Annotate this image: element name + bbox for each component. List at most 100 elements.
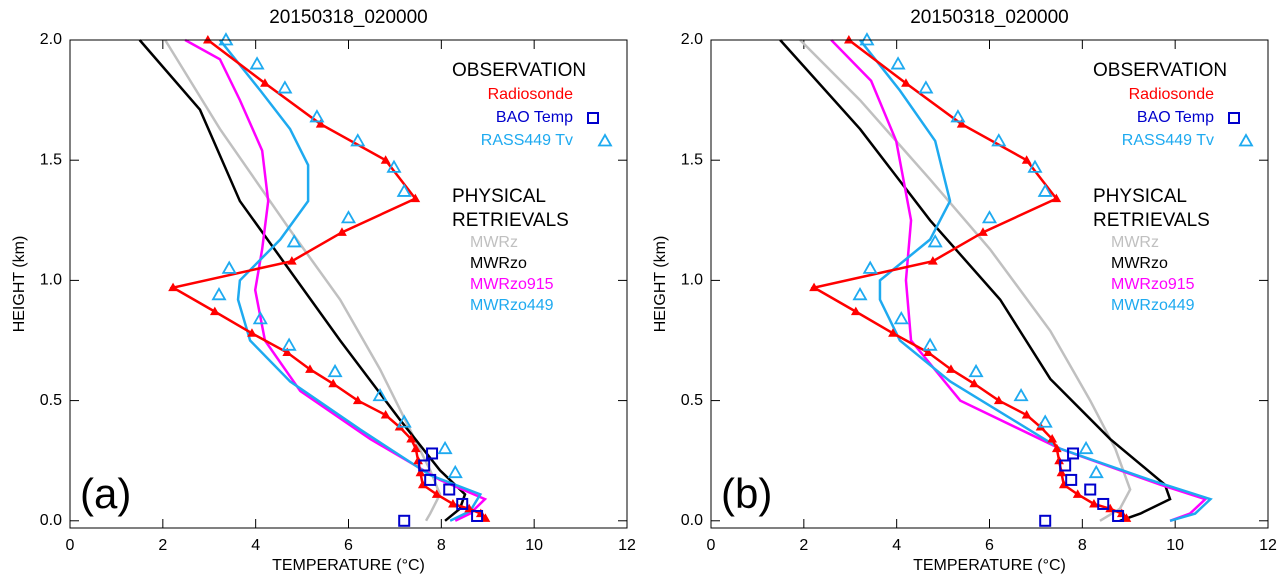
triangle-marker bbox=[852, 287, 868, 301]
series-line bbox=[859, 39, 1213, 522]
panel-label: (b) bbox=[721, 470, 772, 517]
legend-entry: MWRz bbox=[1111, 234, 1159, 251]
legend-entry: RASS449 Tv bbox=[1121, 132, 1214, 149]
triangle-marker bbox=[862, 260, 878, 274]
triangle-marker bbox=[448, 498, 458, 508]
chart-title: 20150318_020000 bbox=[269, 7, 428, 28]
series-line bbox=[184, 38, 488, 522]
x-tick-label: 4 bbox=[251, 537, 260, 554]
triangle-marker bbox=[327, 363, 343, 378]
triangle-marker bbox=[396, 183, 412, 197]
triangle-marker bbox=[305, 364, 315, 373]
triangle-marker bbox=[252, 311, 268, 325]
triangle-marker bbox=[282, 347, 293, 357]
square-marker bbox=[1097, 497, 1110, 510]
triangle-marker bbox=[1238, 133, 1254, 147]
legend-entry: MWRz bbox=[470, 234, 518, 251]
square-marker bbox=[398, 514, 411, 527]
triangle-marker bbox=[993, 395, 1004, 405]
plot-frame bbox=[710, 39, 1269, 529]
triangle-marker bbox=[380, 155, 391, 164]
square-marker bbox=[1067, 447, 1080, 460]
legend-entry: BAO Temp bbox=[495, 109, 573, 126]
triangle-marker bbox=[218, 32, 234, 46]
legend-heading: OBSERVATION bbox=[1093, 60, 1228, 81]
triangle-marker bbox=[888, 328, 898, 337]
triangle-marker bbox=[249, 56, 265, 70]
triangle-marker bbox=[447, 464, 463, 479]
triangle-marker bbox=[850, 306, 861, 316]
x-tick-label: 12 bbox=[618, 537, 636, 554]
x-tick-label: 0 bbox=[707, 537, 716, 554]
triangle-marker bbox=[372, 387, 388, 402]
square-marker bbox=[426, 447, 439, 460]
triangle-marker bbox=[287, 256, 297, 265]
triangle-marker bbox=[277, 80, 293, 94]
legend-entry: Radiosonde bbox=[487, 86, 573, 103]
triangle-marker bbox=[315, 119, 326, 128]
series-line bbox=[138, 39, 467, 522]
series-line bbox=[164, 39, 442, 522]
legend-entry: MWRzo449 bbox=[470, 297, 554, 314]
x-tick-label: 12 bbox=[1259, 537, 1277, 554]
triangle-marker bbox=[1047, 434, 1058, 443]
square-marker bbox=[1228, 112, 1240, 124]
y-tick-label: 1.0 bbox=[40, 272, 62, 289]
x-tick-label: 8 bbox=[437, 537, 446, 554]
triangle-marker bbox=[950, 109, 966, 123]
y-axis-label: HEIGHT (km) bbox=[11, 236, 28, 333]
triangle-marker bbox=[260, 78, 270, 87]
square-marker bbox=[1112, 509, 1125, 522]
y-tick-label: 1.5 bbox=[40, 151, 62, 168]
triangle-marker bbox=[380, 410, 391, 419]
triangle-marker bbox=[597, 133, 613, 147]
y-tick-label: 0.0 bbox=[40, 512, 62, 529]
y-tick-label: 0.5 bbox=[40, 392, 62, 409]
triangle-marker bbox=[1037, 183, 1053, 197]
x-tick-label: 6 bbox=[985, 537, 994, 554]
triangle-marker bbox=[281, 337, 297, 351]
triangle-marker bbox=[1027, 159, 1043, 173]
triangle-marker bbox=[340, 210, 357, 224]
triangle-marker bbox=[437, 440, 453, 455]
legend-heading: PHYSICAL RETRIEVALS bbox=[1093, 186, 1210, 231]
triangle-marker bbox=[956, 119, 967, 128]
triangle-marker bbox=[1056, 467, 1067, 477]
square-marker bbox=[443, 483, 456, 496]
x-tick-label: 4 bbox=[892, 537, 901, 554]
triangle-marker bbox=[969, 378, 980, 388]
triangle-marker bbox=[923, 347, 934, 357]
panel-label: (a) bbox=[80, 470, 131, 517]
triangle-marker bbox=[328, 378, 339, 388]
triangle-marker bbox=[922, 337, 938, 351]
y-tick-label: 2.0 bbox=[40, 31, 62, 48]
triangle-marker bbox=[396, 414, 412, 428]
x-tick-label: 6 bbox=[344, 537, 353, 554]
triangle-marker bbox=[415, 467, 426, 477]
y-tick-label: 0.5 bbox=[681, 392, 703, 409]
x-axis-label: TEMPERATURE (°C) bbox=[272, 557, 425, 574]
triangle-marker bbox=[981, 210, 998, 224]
chart-title: 20150318_020000 bbox=[910, 7, 1069, 28]
triangle-marker bbox=[1051, 193, 1062, 203]
y-tick-label: 1.5 bbox=[681, 151, 703, 168]
series-line bbox=[810, 39, 1128, 520]
triangle-marker bbox=[410, 443, 421, 453]
triangle-marker bbox=[1078, 440, 1094, 455]
y-tick-label: 0.0 bbox=[681, 512, 703, 529]
triangle-marker bbox=[221, 260, 237, 274]
y-tick-label: 2.0 bbox=[681, 31, 703, 48]
triangle-marker bbox=[1021, 410, 1032, 419]
triangle-marker bbox=[991, 133, 1007, 147]
triangle-marker bbox=[1088, 464, 1104, 479]
square-marker bbox=[1039, 514, 1052, 527]
x-tick-label: 2 bbox=[158, 537, 167, 554]
x-tick-label: 8 bbox=[1078, 537, 1087, 554]
triangle-marker bbox=[1121, 513, 1132, 522]
series-line bbox=[169, 39, 487, 520]
x-axis-label: TEMPERATURE (°C) bbox=[913, 557, 1066, 574]
plot-area bbox=[779, 39, 1213, 522]
legend-heading: PHYSICAL RETRIEVALS bbox=[452, 186, 569, 231]
legend-entry: MWRzo915 bbox=[1111, 276, 1195, 293]
